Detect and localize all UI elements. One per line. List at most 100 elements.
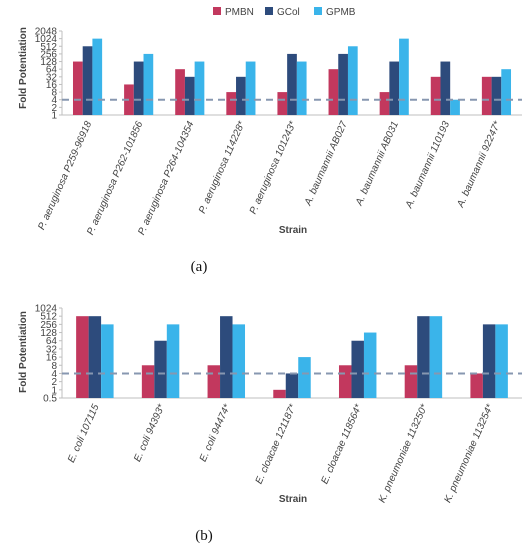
legend-swatch-gpmb <box>314 7 322 15</box>
panel-a-bar-gcol-4 <box>236 76 246 115</box>
panel-b-y-tick-label: 1024 <box>35 304 58 315</box>
panel-b-bar-gcol-6 <box>417 316 430 398</box>
panel-a-category-label-7: A. baumannii AB031 <box>354 120 401 208</box>
panel-b-y-tick-label: 16 <box>46 353 58 364</box>
panel-a-bar-gcol-5 <box>287 53 297 115</box>
panel-a-category-label-5: P. aeruginosa 101243* <box>248 119 299 216</box>
panel-b-y-tick-label: 64 <box>46 336 58 347</box>
panel-b-y-tick-label: 256 <box>40 320 57 331</box>
panel-a-bar-gcol-1 <box>82 46 93 115</box>
panel-a-xlabel: Strain <box>279 225 307 236</box>
panel-b-bar-gcol-2 <box>154 340 167 398</box>
panel-b-y-tick-label: 0.5 <box>43 394 57 405</box>
panel-a-ylabel: Fold Potentiation <box>18 27 29 109</box>
panel-a-y-tick-label: 2048 <box>35 27 58 38</box>
panel-b-bar-pmbn-7 <box>470 373 483 398</box>
panel-a-category-label-6: A. baumannii AB027 <box>302 119 350 208</box>
panel-b-category-label-5: E. cloacae 118564* <box>319 402 364 486</box>
panel-a-bar-pmbn-8 <box>430 76 441 115</box>
panel-a-y-tick-label: 64 <box>46 65 58 76</box>
panel-a-y-tick-label: 512 <box>40 42 57 53</box>
panel-a-bar-gpmb-5 <box>296 61 307 115</box>
panel-b-category-label-6: K. pneumoniae 113250* <box>377 402 431 505</box>
panel-a-chart: Fold Potentiation Strain (a) 12481632641… <box>18 27 522 275</box>
panel-a-bar-gpmb-8 <box>450 99 460 115</box>
legend-label-gcol: GCol <box>277 7 300 18</box>
panel-a-bar-gpmb-3 <box>194 61 205 115</box>
panel-a-bar-gcol-3 <box>184 76 195 115</box>
panel-a-bar-pmbn-5 <box>277 92 288 115</box>
panel-b-bar-gpmb-5 <box>363 332 377 398</box>
panel-b-bar-gpmb-2 <box>166 324 180 398</box>
panel-a-category-label-4: P. aeruginosa 114228* <box>197 119 248 216</box>
panel-b-category-label-3: E. coli 94474* <box>198 402 234 464</box>
panel-b-chart: Fold Potentiation Strain (b) 0.512481632… <box>18 304 522 544</box>
panel-a-bar-gpmb-2 <box>143 53 154 115</box>
panel-a-bar-gcol-6 <box>338 53 348 115</box>
panel-b-bar-gcol-4 <box>285 373 299 398</box>
panel-a-y-tick-label: 256 <box>40 49 57 60</box>
panel-a-y-tick-label: 2 <box>51 103 57 114</box>
panel-b-xlabel: Strain <box>279 494 307 505</box>
panel-b-category-label-2: E. coli 94393* <box>132 402 168 464</box>
panel-a-bar-gpmb-4 <box>245 61 256 115</box>
panel-b-bar-gpmb-1 <box>101 324 114 398</box>
panel-a-bar-gcol-8 <box>440 61 451 115</box>
panel-a-bar-pmbn-1 <box>72 61 83 115</box>
panel-a-bar-gcol-2 <box>133 61 144 115</box>
panel-b-ylabel: Fold Potentiation <box>18 311 29 393</box>
panel-b-category-label-1: E. coli 107115 <box>66 402 102 464</box>
legend-label-gpmb: GPMB <box>326 7 356 18</box>
panel-b-y-tick-label: 8 <box>51 361 57 372</box>
panel-a-category-label-9: A. baumannii 92247* <box>455 119 504 210</box>
panel-a-bar-gcol-9 <box>491 76 502 115</box>
panel-a-y-tick-label: 1024 <box>35 34 58 45</box>
panel-a-bar-gpmb-6 <box>347 46 358 115</box>
panel-a-y-tick-label: 4 <box>51 95 57 106</box>
panel-a-label: (a) <box>191 259 208 275</box>
panel-b-bar-gpmb-4 <box>298 357 311 398</box>
panel-b-bar-gcol-5 <box>351 340 364 398</box>
panel-b-y-tick-label: 32 <box>46 344 58 355</box>
panel-b-bar-pmbn-3 <box>207 365 221 398</box>
panel-a-bar-gpmb-1 <box>92 38 103 115</box>
panel-a-y-tick-label: 8 <box>51 88 57 99</box>
legend: PMBN GCol GPMB <box>213 7 356 18</box>
panel-b-label: (b) <box>195 528 213 544</box>
legend-label-pmbn: PMBN <box>225 7 254 18</box>
panel-a-bar-gpmb-7 <box>399 38 409 115</box>
panel-b-bar-gcol-3 <box>220 316 233 398</box>
panel-a-y-tick-label: 128 <box>40 57 57 68</box>
panel-a-category-label-3: P. aeruginosa P264-104354 <box>136 119 196 236</box>
panel-a-bar-gpmb-9 <box>501 69 512 115</box>
panel-b-bar-gcol-1 <box>88 316 102 398</box>
legend-swatch-gcol <box>265 7 273 15</box>
panel-b-bar-pmbn-1 <box>76 316 89 398</box>
panel-a-y-tick-label: 32 <box>46 72 58 83</box>
panel-a-bar-pmbn-4 <box>226 92 237 115</box>
panel-a-bar-gcol-7 <box>389 61 400 115</box>
panel-b-bar-pmbn-6 <box>404 365 418 398</box>
panel-b-y-tick-label: 128 <box>40 328 57 339</box>
panel-a-bar-pmbn-3 <box>175 69 185 115</box>
panel-b-y-tick-label: 512 <box>40 312 57 323</box>
panel-a-y-tick-label: 16 <box>46 80 58 91</box>
panel-b-bar-pmbn-5 <box>338 365 352 398</box>
panel-b-y-tick-label: 2 <box>51 377 57 388</box>
panel-a-bar-pmbn-9 <box>481 76 492 115</box>
panel-a-bar-pmbn-7 <box>379 92 390 115</box>
panel-b-bar-pmbn-4 <box>273 389 286 398</box>
panel-b-bar-gpmb-6 <box>429 316 443 398</box>
panel-b-category-label-4: E. cloacae 121187* <box>254 402 299 486</box>
panel-b-y-tick-label: 1 <box>51 385 57 396</box>
panel-a-category-label-8: A. baumannii 110193 <box>403 119 452 210</box>
panel-b-category-label-7: K. pneumoniae 113254* <box>442 402 496 505</box>
panel-a-category-label-2: P. aeruginosa P262-101856 <box>85 119 145 236</box>
panel-a-bar-pmbn-6 <box>328 69 339 115</box>
panel-b-bar-pmbn-2 <box>141 365 155 398</box>
panel-b-bar-gpmb-7 <box>495 324 508 398</box>
panel-b-bar-gcol-7 <box>482 324 496 398</box>
panel-b-bar-gpmb-3 <box>232 324 246 398</box>
